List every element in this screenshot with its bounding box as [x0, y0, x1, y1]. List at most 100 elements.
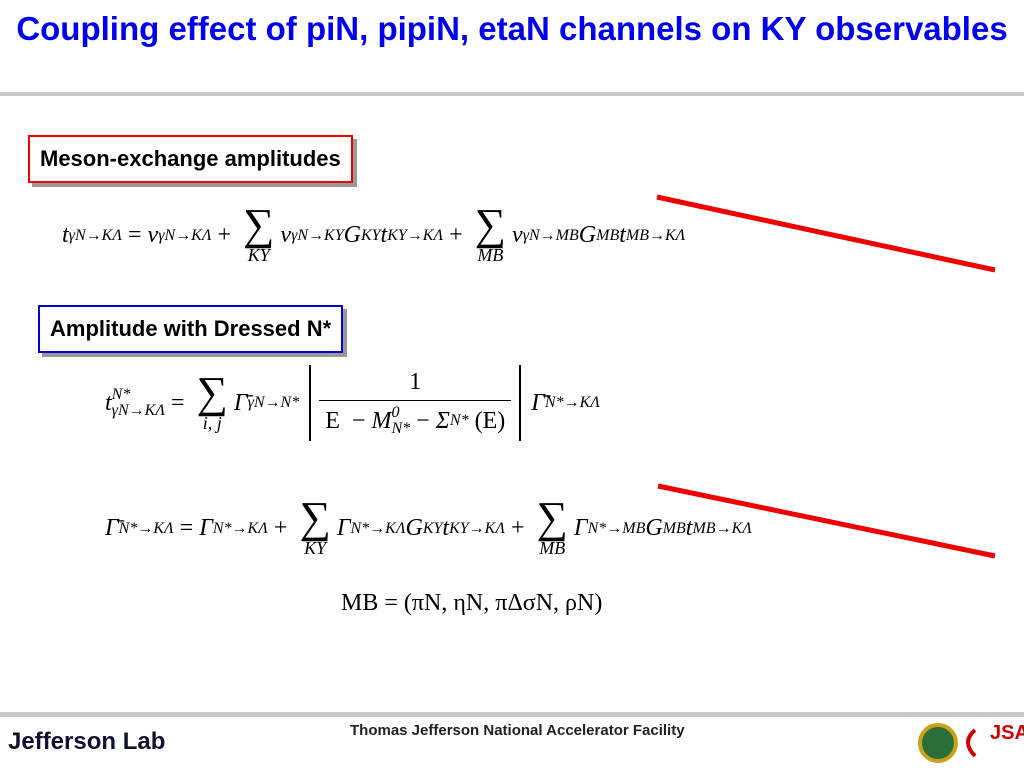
math-text: E: [325, 407, 340, 434]
summation: ∑ KY: [299, 493, 331, 559]
subscript: γN→MB: [522, 226, 579, 244]
math-term: t MB→KΛ: [686, 515, 752, 542]
term-base: t: [62, 222, 69, 248]
term-base: v: [147, 222, 159, 248]
subscript: N*→KΛ: [544, 394, 600, 411]
math-term: t KY→KΛ: [381, 222, 444, 249]
math-text: MB = (πN, ηN, πΔσN, ρN): [341, 590, 603, 616]
math-text: −: [416, 407, 430, 434]
superscript: N*: [449, 412, 469, 429]
scripts: MB→KΛ: [625, 226, 686, 244]
scripts: MB: [596, 227, 619, 244]
subscript: N*→KΛ: [212, 519, 268, 537]
sum-sign: ∑: [243, 200, 275, 249]
scripts: γN→KΛ: [158, 227, 211, 244]
term-base: G: [645, 515, 663, 541]
sum-sign: ∑: [536, 493, 568, 542]
term-base: v: [280, 222, 292, 248]
scripts: γN→N*: [248, 395, 300, 411]
scripts: MB→KΛ: [692, 519, 752, 537]
math-text: +: [273, 515, 288, 541]
term-base: Γ: [336, 515, 351, 541]
term-base: G: [343, 222, 361, 248]
math-term: G KY: [405, 515, 442, 542]
term-base: Σ: [435, 407, 450, 434]
math-term: t N* γN→KΛ: [105, 387, 165, 419]
section-label: Amplitude with Dressed N*: [38, 305, 344, 353]
term-base: Γ: [573, 515, 588, 541]
equation: MB = (πN, ηN, πΔσN, ρN): [335, 590, 608, 617]
math-term: Γ N*→MB: [574, 515, 645, 542]
math-term: v γN→KΛ: [148, 222, 212, 249]
scripts: 0 N*: [391, 405, 410, 437]
scripts: γN→MB: [522, 226, 579, 244]
equation: Γ̄ N*→KΛ = Γ N*→KΛ + ∑ KY Γ N*→KΛ G KY t KY→KΛ + ∑ MB Γ N*…: [105, 493, 752, 559]
math-term: v γN→MB: [512, 222, 579, 249]
math-term: Γ N*→KΛ: [199, 515, 268, 542]
subscript: N*: [391, 420, 411, 437]
math-term: Γ̄ N*→KΛ: [531, 390, 600, 417]
sum-index: i, j: [202, 412, 222, 433]
term-base: t: [442, 515, 450, 541]
scripts: MB: [663, 520, 686, 537]
subscript: N*→KΛ: [350, 519, 406, 537]
math-text: +: [449, 222, 463, 248]
math-term: Γ̄ γN→N*: [234, 390, 299, 417]
subscript: KY→KΛ: [449, 519, 505, 537]
numerator: 1: [319, 369, 512, 401]
math-text: =: [170, 389, 185, 416]
section-label: Meson-exchange amplitudes: [28, 135, 353, 183]
equation: t γN→KΛ = v γN→KΛ + ∑ KY v γN→KY G KY t KY→KΛ + ∑ MB v γN→…: [62, 200, 685, 266]
math-term: t MB→KΛ: [619, 222, 685, 249]
summation: ∑ MB: [536, 493, 568, 559]
math-term: M 0 N*: [371, 405, 410, 437]
scripts: N* γN→KΛ: [112, 387, 165, 419]
subscript: MB→KΛ: [692, 519, 752, 537]
subscript: N*→MB: [587, 519, 646, 537]
term-base: v: [512, 222, 523, 248]
title-rule: [0, 92, 1024, 96]
sum-sign: ∑: [196, 367, 228, 417]
slide-title: Coupling effect of piN, pipiN, etaN chan…: [16, 10, 1008, 47]
footer-partner: JSA: [990, 722, 1024, 744]
scripts: N*→KΛ: [212, 519, 268, 537]
sum-index: MB: [539, 538, 566, 558]
term-base: t: [105, 389, 112, 416]
term-base: t: [380, 222, 388, 248]
scripts: KY→KΛ: [449, 519, 505, 537]
term-base: Γ̄: [531, 389, 545, 416]
scripts: N*→KΛ: [545, 395, 600, 411]
scripts: γN→KY: [291, 227, 344, 244]
equation: t N* γN→KΛ = ∑ i, j Γ̄ γN→N* 1 E − M 0 N* − Σ N* (E) Γ̄ N*→…: [105, 365, 600, 441]
sum-sign: ∑: [299, 493, 331, 542]
subscript: γN→KΛ: [68, 226, 122, 244]
footer-logo: Jefferson Lab: [8, 728, 166, 755]
summation: ∑ KY: [243, 200, 275, 266]
scripts: N*→KΛ: [350, 519, 406, 537]
footer-rule: [0, 712, 1024, 717]
scripts: γN→KΛ: [68, 226, 122, 244]
term-base: t: [619, 222, 626, 248]
sum-index: KY: [304, 538, 327, 558]
math-text: −: [351, 407, 366, 434]
math-term: Γ N*→KΛ: [337, 515, 406, 542]
subscript: KY: [360, 226, 381, 244]
subscript: MB→KΛ: [625, 226, 686, 244]
math-term: G MB: [579, 222, 619, 249]
math-term: t γN→KΛ: [62, 222, 122, 249]
denominator: E − M 0 N* − Σ N* (E): [319, 401, 511, 437]
summation: ∑ i, j: [196, 367, 228, 434]
sum-index: KY: [247, 245, 270, 265]
doe-seal: [918, 723, 958, 763]
subscript: γN→N*: [247, 394, 300, 411]
superscript: 0: [391, 404, 400, 421]
math-text: =: [179, 515, 194, 541]
math-term: v γN→KY: [280, 222, 343, 249]
strike-line: [656, 194, 996, 273]
scripts: N*→MB: [587, 519, 646, 537]
sum-sign: ∑: [474, 200, 507, 249]
summation: ∑ MB: [474, 200, 507, 266]
math-term: G MB: [645, 515, 685, 542]
term-base: Γ: [199, 515, 213, 541]
